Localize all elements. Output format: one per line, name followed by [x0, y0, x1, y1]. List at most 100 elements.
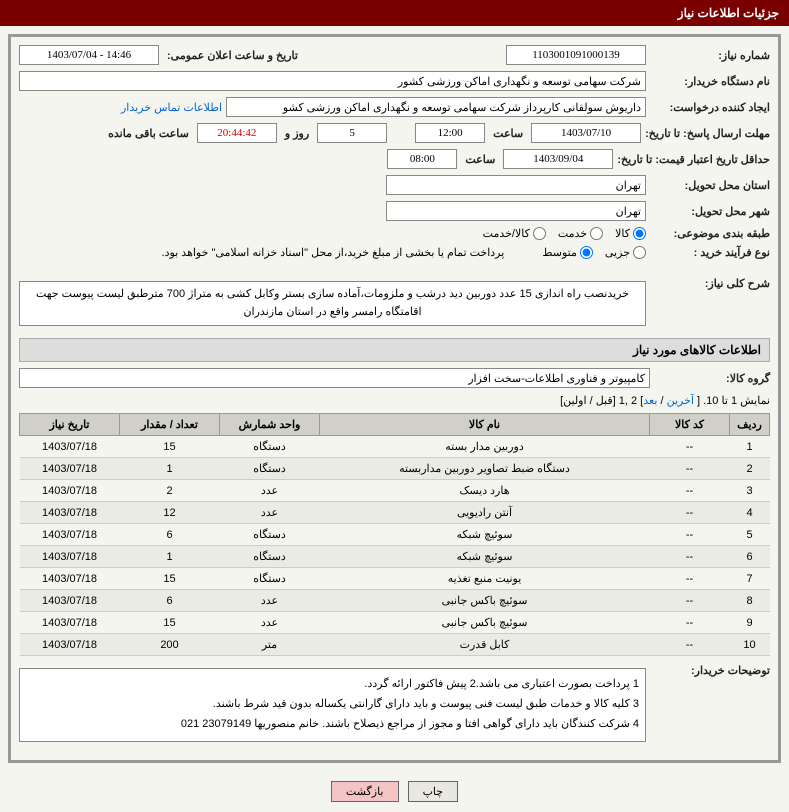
buyer-org-input[interactable] — [19, 71, 646, 91]
table-cell: 200 — [120, 634, 220, 656]
table-cell: -- — [650, 634, 730, 656]
table-cell: دوربین مدار بسته — [320, 436, 650, 458]
need-number-input[interactable] — [506, 45, 646, 65]
table-cell: دستگاه — [220, 524, 320, 546]
notes-label: توضیحات خریدار: — [650, 664, 770, 677]
info-panel: شماره نیاز: تاریخ و ساعت اعلان عمومی: نا… — [8, 34, 781, 763]
table-cell: عدد — [220, 612, 320, 634]
table-row: 7--یونیت منبع تغذیهدستگاه151403/07/18 — [20, 568, 770, 590]
hour-label-2: ساعت — [461, 153, 499, 166]
table-cell: متر — [220, 634, 320, 656]
table-cell: 1403/07/18 — [20, 568, 120, 590]
radio-goods[interactable] — [633, 227, 646, 240]
table-row: 5--سوئیچ شبکهدستگاه61403/07/18 — [20, 524, 770, 546]
radio-service-label: خدمت — [558, 227, 587, 240]
table-cell: آنتن رادیویی — [320, 502, 650, 524]
table-cell: 2 — [730, 458, 770, 480]
table-cell: 1403/07/18 — [20, 480, 120, 502]
table-cell: -- — [650, 502, 730, 524]
pager: نمایش 1 تا 10. [ آخرین / بعد] 2 ,1 [قبل … — [19, 394, 770, 407]
contact-link[interactable]: اطلاعات تماس خریدار — [121, 101, 222, 114]
table-row: 9--سوئیچ باکس جانبیعدد151403/07/18 — [20, 612, 770, 634]
radio-medium[interactable] — [580, 246, 593, 259]
table-cell: 1403/07/18 — [20, 546, 120, 568]
radio-partial[interactable] — [633, 246, 646, 259]
group-input[interactable] — [19, 368, 650, 388]
deadline-label: مهلت ارسال پاسخ: تا تاریخ: — [645, 127, 770, 140]
province-input[interactable] — [386, 175, 646, 195]
table-row: 3--هارد دیسکعدد21403/07/18 — [20, 480, 770, 502]
validity-date-input[interactable] — [503, 149, 613, 169]
table-cell: سوئیچ باکس جانبی — [320, 612, 650, 634]
table-cell: 4 — [730, 502, 770, 524]
table-cell: دستگاه ضبط تصاویر دوربین مداربسته — [320, 458, 650, 480]
pager-text: نمایش 1 تا 10. [ — [697, 395, 770, 407]
table-cell: کابل قدرت — [320, 634, 650, 656]
table-row: 8--سوئیچ باکس جانبیعدد61403/07/18 — [20, 590, 770, 612]
print-button[interactable]: چاپ — [408, 781, 459, 802]
table-cell: 1403/07/18 — [20, 590, 120, 612]
table-cell: 5 — [730, 524, 770, 546]
table-cell: 10 — [730, 634, 770, 656]
table-cell: -- — [650, 612, 730, 634]
table-cell: 1 — [120, 546, 220, 568]
table-cell: -- — [650, 436, 730, 458]
city-label: شهر محل تحویل: — [650, 205, 770, 218]
validity-label: حداقل تاریخ اعتبار قیمت: تا تاریخ: — [617, 153, 770, 166]
table-cell: 1403/07/18 — [20, 634, 120, 656]
creator-label: ایجاد کننده درخواست: — [650, 101, 770, 114]
table-cell: سوئیچ شبکه — [320, 546, 650, 568]
table-row: 6--سوئیچ شبکهدستگاه11403/07/18 — [20, 546, 770, 568]
radio-service[interactable] — [590, 227, 603, 240]
process-label: نوع فرآیند خرید : — [650, 246, 770, 259]
table-cell: 1403/07/18 — [20, 458, 120, 480]
pager-next-link[interactable]: بعد — [643, 395, 657, 407]
back-button[interactable]: بازگشت — [331, 781, 399, 802]
goods-table: ردیفکد کالانام کالاواحد شمارشتعداد / مقد… — [19, 413, 770, 656]
hour-label-1: ساعت — [489, 127, 527, 140]
table-cell: 15 — [120, 568, 220, 590]
desc-text: خریدنصب راه اندازی 15 عدد دوربین دید درش… — [19, 281, 646, 326]
table-row: 4--آنتن رادیوییعدد121403/07/18 — [20, 502, 770, 524]
table-cell: هارد دیسک — [320, 480, 650, 502]
table-cell: -- — [650, 524, 730, 546]
table-cell: -- — [650, 546, 730, 568]
table-cell: 2 — [120, 480, 220, 502]
radio-both[interactable] — [533, 227, 546, 240]
table-row: 2--دستگاه ضبط تصاویر دوربین مداربستهدستگ… — [20, 458, 770, 480]
table-cell: 1403/07/18 — [20, 524, 120, 546]
table-cell: عدد — [220, 590, 320, 612]
table-cell: سوئیچ باکس جانبی — [320, 590, 650, 612]
desc-label: شرح کلی نیاز: — [650, 277, 770, 290]
table-header: کد کالا — [650, 414, 730, 436]
note-line-3: 4 شرکت کنندگان باید دارای گواهی افتا و م… — [26, 715, 639, 735]
table-cell: 1403/07/18 — [20, 502, 120, 524]
days-input[interactable] — [317, 123, 387, 143]
pager-last-link[interactable]: آخرین — [667, 395, 697, 407]
table-cell: 6 — [120, 590, 220, 612]
creator-input[interactable] — [226, 97, 646, 117]
city-input[interactable] — [386, 201, 646, 221]
validity-time-input[interactable] — [387, 149, 457, 169]
announce-input[interactable] — [19, 45, 159, 65]
province-label: استان محل تحویل: — [650, 179, 770, 192]
table-cell: 9 — [730, 612, 770, 634]
notes-box: 1 پرداخت بصورت اعتباری می باشد.2 پیش فاک… — [19, 668, 646, 741]
table-cell: دستگاه — [220, 436, 320, 458]
table-row: 1--دوربین مدار بستهدستگاه151403/07/18 — [20, 436, 770, 458]
radio-both-label: کالا/خدمت — [483, 227, 530, 240]
countdown-input — [197, 123, 277, 143]
table-header: ردیف — [730, 414, 770, 436]
table-cell: 1403/07/18 — [20, 612, 120, 634]
deadline-time-input[interactable] — [415, 123, 485, 143]
table-cell: 15 — [120, 612, 220, 634]
table-cell: عدد — [220, 480, 320, 502]
goods-section-header: اطلاعات کالاهای مورد نیاز — [19, 338, 770, 362]
table-cell: 1403/07/18 — [20, 436, 120, 458]
table-cell: یونیت منبع تغذیه — [320, 568, 650, 590]
deadline-date-input[interactable] — [531, 123, 641, 143]
button-bar: چاپ بازگشت — [0, 771, 789, 812]
announce-label: تاریخ و ساعت اعلان عمومی: — [163, 49, 302, 62]
group-label: گروه کالا: — [650, 372, 770, 385]
table-header: تاریخ نیاز — [20, 414, 120, 436]
